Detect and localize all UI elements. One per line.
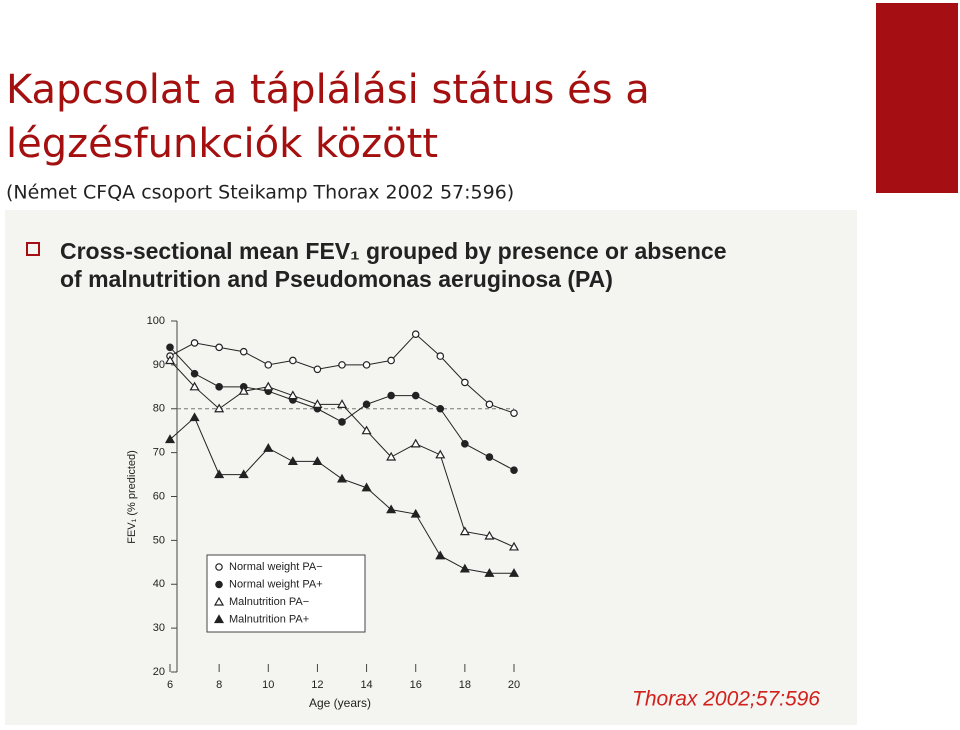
data-point bbox=[189, 381, 200, 391]
x-tick-label: 10 bbox=[262, 679, 274, 691]
y-tick-label: 80 bbox=[153, 403, 165, 415]
data-point bbox=[263, 443, 274, 452]
x-tick-label: 8 bbox=[216, 679, 222, 691]
data-point bbox=[510, 409, 518, 417]
legend-marker bbox=[215, 563, 223, 571]
x-tick-label: 20 bbox=[508, 679, 520, 691]
x-tick-label: 18 bbox=[459, 679, 471, 691]
data-point bbox=[508, 568, 520, 577]
data-point bbox=[510, 466, 518, 474]
y-tick-label: 100 bbox=[147, 315, 165, 327]
data-point bbox=[362, 400, 371, 409]
data-point bbox=[336, 473, 348, 483]
y-tick-label: 20 bbox=[153, 666, 165, 678]
data-point bbox=[164, 434, 176, 444]
bullet bbox=[26, 242, 40, 256]
data-point bbox=[459, 563, 470, 573]
data-point bbox=[336, 399, 348, 408]
legend-label: Normal weight PA− bbox=[229, 561, 323, 573]
data-point bbox=[338, 361, 346, 369]
data-point bbox=[215, 343, 223, 352]
data-point bbox=[190, 369, 199, 378]
data-point bbox=[164, 355, 176, 365]
data-point bbox=[214, 469, 225, 479]
data-point bbox=[287, 390, 298, 400]
y-axis-label: FEV₁ (% predicted) bbox=[126, 450, 138, 544]
chart-title: Cross-sectional mean FEV₁ grouped by pre… bbox=[60, 238, 727, 264]
data-point bbox=[214, 403, 225, 413]
data-point bbox=[436, 404, 445, 413]
data-point bbox=[263, 381, 274, 391]
data-point bbox=[436, 352, 445, 360]
data-point bbox=[313, 365, 322, 374]
x-tick-label: 16 bbox=[410, 679, 422, 691]
x-tick-label: 12 bbox=[311, 679, 323, 691]
data-point bbox=[312, 456, 323, 465]
data-point bbox=[461, 440, 469, 448]
legend-marker bbox=[213, 614, 225, 624]
legend-marker bbox=[215, 580, 223, 589]
data-point bbox=[166, 343, 174, 352]
data-point bbox=[362, 361, 371, 369]
data-point bbox=[508, 541, 520, 551]
legend-box bbox=[206, 554, 366, 633]
legend-marker bbox=[213, 596, 225, 606]
data-point bbox=[386, 451, 397, 461]
data-point bbox=[410, 508, 421, 518]
legend-label: Malnutrition PA− bbox=[229, 596, 309, 608]
slide-title: Kapcsolat a táplálási státus és a bbox=[6, 67, 650, 113]
data-point bbox=[287, 456, 298, 465]
data-point bbox=[459, 526, 470, 536]
data-point bbox=[484, 530, 495, 540]
data-point bbox=[238, 385, 249, 395]
data-point bbox=[387, 391, 395, 400]
data-point bbox=[411, 330, 420, 338]
data-point bbox=[361, 482, 372, 492]
source: Thorax 2002;57:596 bbox=[632, 688, 820, 711]
y-tick-label: 50 bbox=[153, 534, 165, 546]
y-tick-label: 70 bbox=[153, 447, 165, 459]
y-tick-label: 90 bbox=[153, 359, 165, 371]
data-point bbox=[264, 361, 273, 369]
data-point bbox=[189, 412, 200, 422]
slide-subtitle: (Német CFQA csoport Steikamp Thorax 2002… bbox=[6, 182, 514, 204]
data-point bbox=[484, 568, 495, 577]
data-point bbox=[312, 399, 323, 408]
data-point bbox=[435, 550, 446, 560]
data-point bbox=[387, 356, 395, 365]
data-point bbox=[289, 356, 297, 365]
data-point bbox=[338, 418, 346, 426]
data-point bbox=[361, 425, 372, 435]
y-tick-label: 40 bbox=[153, 578, 165, 590]
x-tick-label: 14 bbox=[360, 679, 372, 691]
data-point bbox=[238, 469, 249, 479]
x-axis-label: Age (years) bbox=[309, 696, 371, 710]
y-tick-label: 60 bbox=[153, 490, 165, 502]
x-tick-label: 6 bbox=[167, 679, 173, 691]
y-tick-label: 30 bbox=[153, 622, 165, 634]
data-point bbox=[386, 504, 397, 514]
data-point bbox=[215, 383, 223, 391]
data-point bbox=[461, 378, 469, 387]
data-point bbox=[485, 453, 494, 461]
chart-title: of malnutrition and Pseudomonas aerugino… bbox=[60, 266, 613, 292]
slide-title: légzésfunkciók között bbox=[6, 121, 438, 167]
legend-label: Normal weight PA+ bbox=[229, 578, 323, 590]
chart-panel bbox=[5, 210, 857, 725]
data-point bbox=[411, 391, 420, 400]
legend-label: Malnutrition PA+ bbox=[229, 613, 309, 625]
data-point bbox=[485, 400, 494, 409]
accent-bar bbox=[876, 3, 958, 193]
data-point bbox=[190, 339, 199, 347]
data-point bbox=[410, 438, 421, 448]
data-point bbox=[239, 347, 248, 356]
data-point bbox=[435, 449, 446, 459]
